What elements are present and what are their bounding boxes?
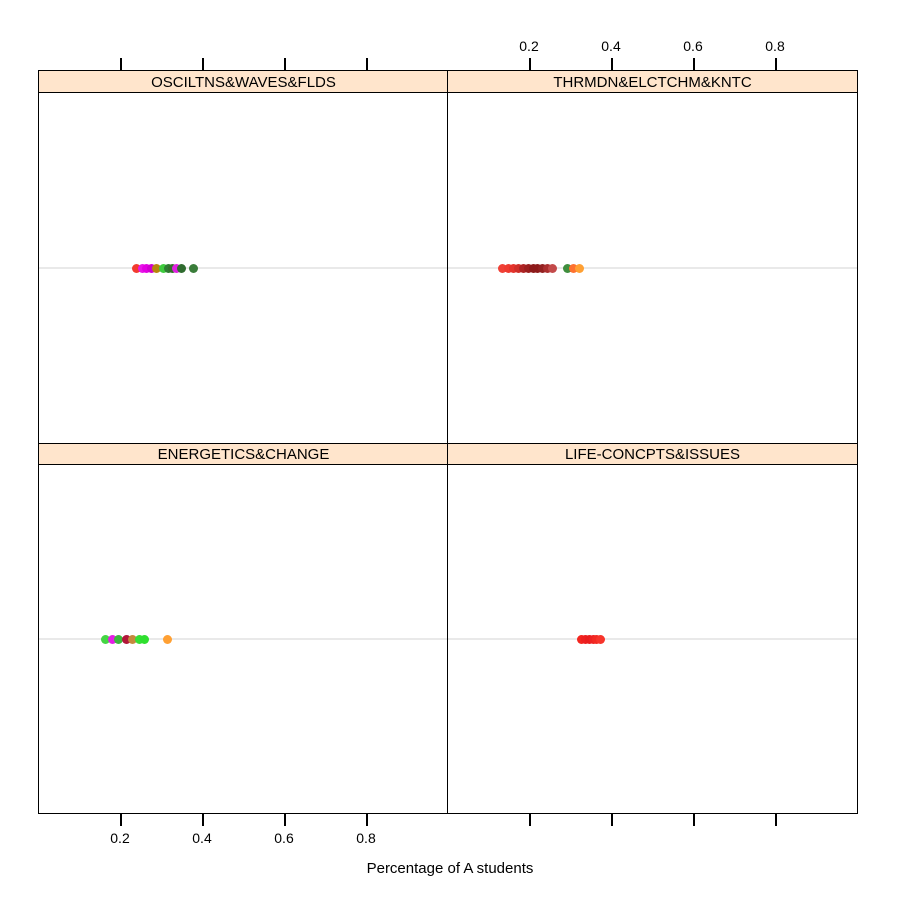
x-tick-top <box>202 58 204 70</box>
strip-life-concpts-issues: LIFE-CONCPTS&ISSUES <box>447 442 858 466</box>
x-tick-label-top: 0.6 <box>683 38 703 54</box>
x-tick-bottom <box>202 814 204 826</box>
x-tick-bottom <box>693 814 695 826</box>
strip-label: OSCILTNS&WAVES&FLDS <box>151 73 336 91</box>
data-point <box>562 263 572 273</box>
data-point <box>140 634 150 644</box>
data-point <box>575 263 585 273</box>
x-axis-title: Percentage of A students <box>366 860 534 877</box>
reference-line <box>39 638 448 640</box>
x-tick-bottom <box>611 814 613 826</box>
data-point <box>513 263 523 273</box>
x-tick-top <box>611 58 613 70</box>
data-point <box>142 263 152 273</box>
strip-label: ENERGETICS&CHANGE <box>157 445 330 463</box>
strip-label: LIFE-CONCPTS&ISSUES <box>564 445 741 463</box>
x-tick-top <box>775 58 777 70</box>
x-tick-top <box>366 58 368 70</box>
data-point <box>498 263 508 273</box>
data-point <box>158 263 168 273</box>
x-tick-label-top: 0.4 <box>601 38 621 54</box>
strip-osciltns-waves-flds: OSCILTNS&WAVES&FLDS <box>38 70 449 94</box>
x-tick-label-bottom: 0.8 <box>356 830 376 846</box>
data-point <box>508 263 518 273</box>
strip-energetics-change: ENERGETICS&CHANGE <box>38 442 449 466</box>
x-tick-top <box>284 58 286 70</box>
data-point <box>151 263 161 273</box>
reference-line <box>448 638 857 640</box>
data-point <box>528 263 538 273</box>
data-point <box>533 263 543 273</box>
data-point <box>548 263 558 273</box>
x-tick-top <box>693 58 695 70</box>
data-point <box>543 263 553 273</box>
reference-line <box>448 267 857 269</box>
data-point <box>523 263 533 273</box>
x-tick-top <box>529 58 531 70</box>
x-tick-bottom <box>284 814 286 826</box>
x-tick-label-top: 0.2 <box>519 38 539 54</box>
data-point <box>108 634 118 644</box>
data-point <box>127 634 137 644</box>
data-point <box>137 263 147 273</box>
x-tick-label-top: 0.8 <box>765 38 785 54</box>
strip-label: THRMDN&ELCTCHM&KNTC <box>553 73 752 91</box>
x-tick-bottom <box>775 814 777 826</box>
panel-thrmdn-elctchm-kntc <box>447 92 858 444</box>
panel-energetics-change <box>38 464 449 814</box>
x-tick-bottom <box>366 814 368 826</box>
x-tick-top <box>120 58 122 70</box>
data-point <box>131 263 141 273</box>
data-point <box>134 634 144 644</box>
reference-line <box>39 267 448 269</box>
panel-osciltns-waves-flds <box>38 92 449 444</box>
data-point <box>596 634 606 644</box>
data-point <box>162 634 172 644</box>
x-tick-label-bottom: 0.6 <box>274 830 294 846</box>
panel-life-concpts-issues <box>447 464 858 814</box>
data-point <box>569 263 579 273</box>
x-tick-bottom <box>529 814 531 826</box>
strip-thrmdn-elctchm-kntc: THRMDN&ELCTCHM&KNTC <box>447 70 858 94</box>
data-point <box>538 263 548 273</box>
data-point <box>518 263 528 273</box>
x-tick-label-bottom: 0.4 <box>192 830 212 846</box>
data-point <box>176 263 186 273</box>
data-point <box>101 634 111 644</box>
data-point <box>504 263 514 273</box>
data-point <box>189 263 199 273</box>
data-point <box>122 634 132 644</box>
x-tick-label-bottom: 0.2 <box>110 830 130 846</box>
data-point <box>113 634 123 644</box>
x-tick-bottom <box>120 814 122 826</box>
